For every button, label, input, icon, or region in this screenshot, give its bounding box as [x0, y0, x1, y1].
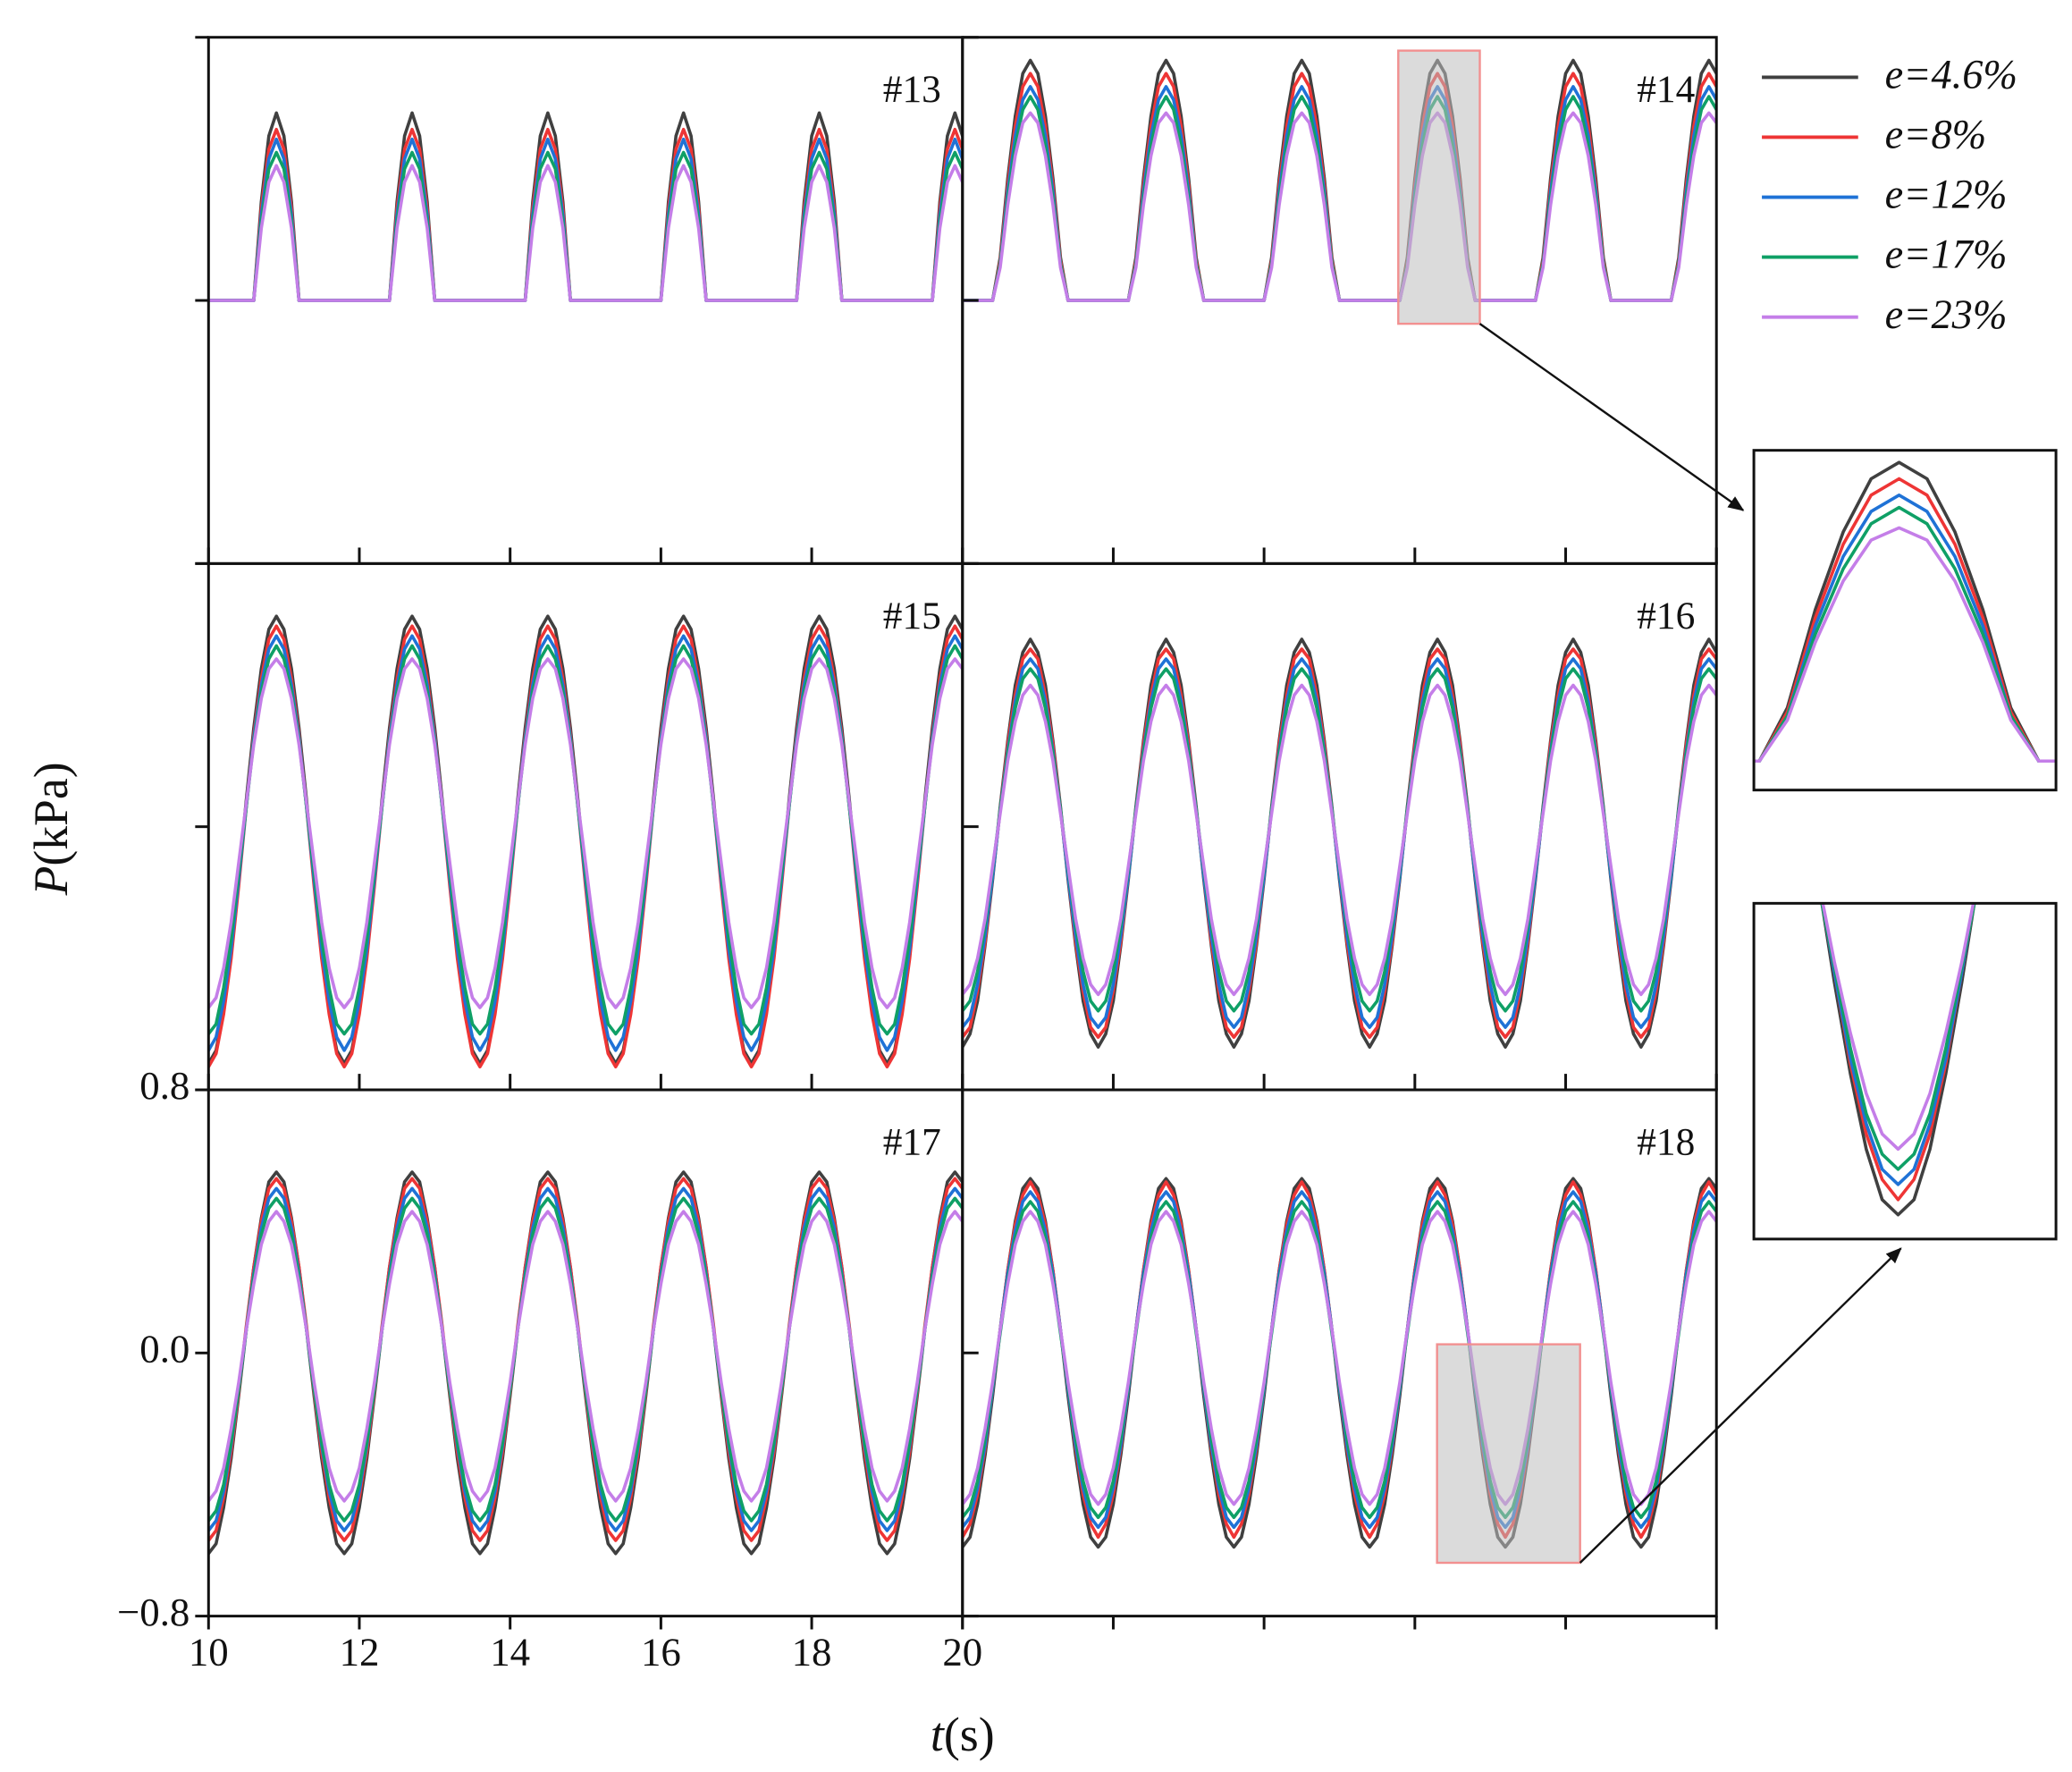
- panel-label: #16: [1637, 595, 1695, 637]
- x-tick-label: 20: [942, 1630, 982, 1675]
- zoom-arrow: [1579, 1247, 1902, 1564]
- panel-frame: [961, 561, 1718, 1092]
- series-line: [962, 111, 1717, 302]
- y-label-symbol: P: [24, 866, 78, 897]
- series-line: [208, 634, 963, 1052]
- series-line: [962, 637, 1717, 1049]
- x-tick-label: 14: [490, 1630, 530, 1675]
- y-tick-label: −0.8: [117, 1590, 190, 1634]
- figure: t(s) P(kPa) #13 #14 #15 #16 #17 10 12 14 16 18 20 −…: [24, 36, 2058, 1762]
- series-line: [208, 150, 963, 302]
- series-line: [208, 1196, 963, 1523]
- panel-label: #13: [883, 68, 941, 111]
- x-tick-label: 10: [189, 1630, 229, 1675]
- series-line: [208, 644, 963, 1036]
- series-line: [208, 1177, 963, 1542]
- x-tick-label: 12: [340, 1630, 380, 1675]
- panel: [962, 58, 1717, 302]
- series-line: [208, 1210, 963, 1503]
- y-tick-label: 0.8: [139, 1063, 190, 1108]
- series-line: [208, 624, 963, 1069]
- zoom-arrow: [1478, 323, 1745, 511]
- zoom-window: [1436, 1343, 1581, 1565]
- series-line: [962, 1190, 1717, 1530]
- panel-label: #18: [1637, 1121, 1695, 1164]
- series-line: [208, 1170, 963, 1556]
- x-label-unit: (s): [944, 1709, 995, 1762]
- inset-line: [1820, 903, 1976, 1186]
- series-line: [208, 127, 963, 302]
- series-line: [208, 164, 963, 302]
- series-line: [208, 1186, 963, 1532]
- panel-label: #15: [883, 595, 941, 637]
- series-line: [208, 111, 963, 302]
- series-line: [962, 683, 1717, 997]
- legend-label: e=4.6%: [1885, 53, 2017, 98]
- series-line: [208, 614, 963, 1066]
- y-tick-label: 0.0: [139, 1327, 190, 1371]
- legend-label: e=12%: [1885, 173, 2008, 218]
- panel-label: #17: [883, 1121, 941, 1164]
- panel: [208, 614, 963, 1069]
- series-line: [208, 657, 963, 1009]
- panel: [962, 637, 1717, 1049]
- legend-label: e=23%: [1885, 292, 2008, 338]
- series-line: [962, 647, 1717, 1039]
- panel: [962, 1177, 1717, 1549]
- legend-label: e=17%: [1885, 232, 2008, 278]
- zoom-inset: [1820, 903, 1976, 1217]
- zoom-window: [1397, 49, 1481, 325]
- x-tick-label: 16: [641, 1630, 681, 1675]
- series-line: [962, 667, 1717, 1013]
- panel-frame: [961, 1088, 1718, 1618]
- panel: [208, 1170, 963, 1556]
- series-line: [962, 1210, 1717, 1506]
- y-label-unit: (kPa): [24, 762, 78, 865]
- x-tick-label: 18: [792, 1630, 832, 1675]
- x-axis-label: t(s): [931, 1709, 995, 1762]
- inset-line: [1754, 505, 2057, 764]
- panel-label: #14: [1637, 68, 1695, 111]
- series-line: [962, 1180, 1717, 1540]
- inset-frame: [1752, 901, 2058, 1241]
- panel-frame: [206, 1088, 964, 1618]
- x-label-symbol: t: [931, 1709, 945, 1762]
- legend-label: e=8%: [1885, 113, 1987, 158]
- panel: [208, 111, 963, 302]
- series-line: [962, 657, 1717, 1029]
- y-axis-label: P(kPa): [24, 762, 78, 896]
- inset-line: [1820, 903, 1976, 1202]
- panel-frame: [206, 561, 964, 1092]
- inset-frame: [1752, 449, 2058, 792]
- series-line: [208, 137, 963, 302]
- series-line: [962, 1200, 1717, 1520]
- series-line: [962, 1177, 1717, 1549]
